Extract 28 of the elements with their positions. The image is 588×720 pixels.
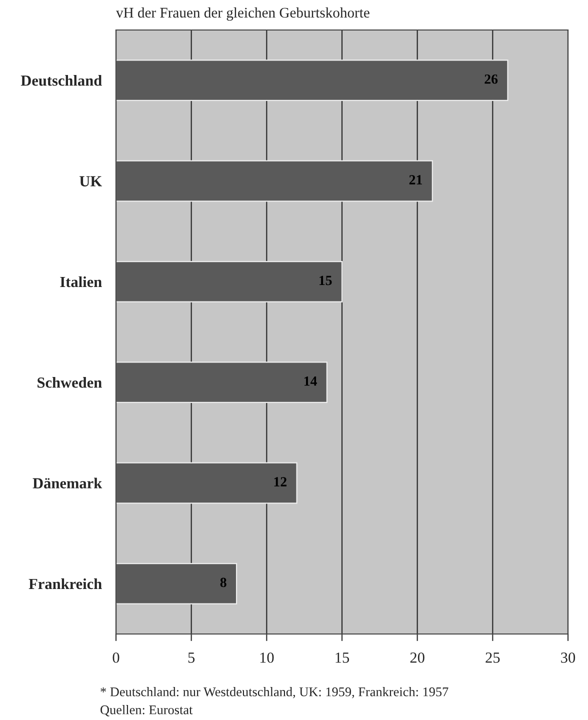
y-tick-label: Schweden	[38, 377, 102, 388]
x-tick-label: 20	[410, 652, 424, 663]
y-tick-label: Frankreich	[28, 578, 102, 590]
x-tick-label: 10	[260, 652, 274, 663]
y-tick-label: UK	[80, 176, 102, 186]
x-tick-label: 25	[486, 652, 500, 663]
bar	[116, 60, 508, 102]
text: * Deutschland: nur Westdeutschland, UK: 1959, Frankreich: 1957	[100, 687, 448, 698]
y-tick-label: Italien	[60, 276, 102, 288]
data-label: 8	[220, 578, 226, 588]
data-label: 21	[409, 175, 422, 184]
bar	[116, 462, 298, 504]
bar	[116, 362, 328, 404]
x-tick-label: 0	[112, 652, 120, 663]
bar	[116, 260, 343, 302]
data-label: 12	[274, 477, 286, 486]
bar	[116, 562, 238, 604]
bar	[116, 160, 433, 202]
data-label: 14	[304, 376, 317, 386]
chart-title: vH der Frauen der gleichen Geburtskohorte	[116, 7, 370, 21]
source-note: Quellen: Eurostat	[100, 705, 193, 716]
data-label: 15	[320, 276, 332, 286]
x-tick-label: 15	[336, 652, 350, 663]
y-tick-label: Deutschland	[20, 75, 102, 86]
y-tick-label: Dänemark	[32, 478, 102, 488]
x-tick-label: 30	[561, 652, 576, 663]
x-tick-label: 5	[188, 652, 195, 663]
data-label: 26	[484, 74, 498, 84]
